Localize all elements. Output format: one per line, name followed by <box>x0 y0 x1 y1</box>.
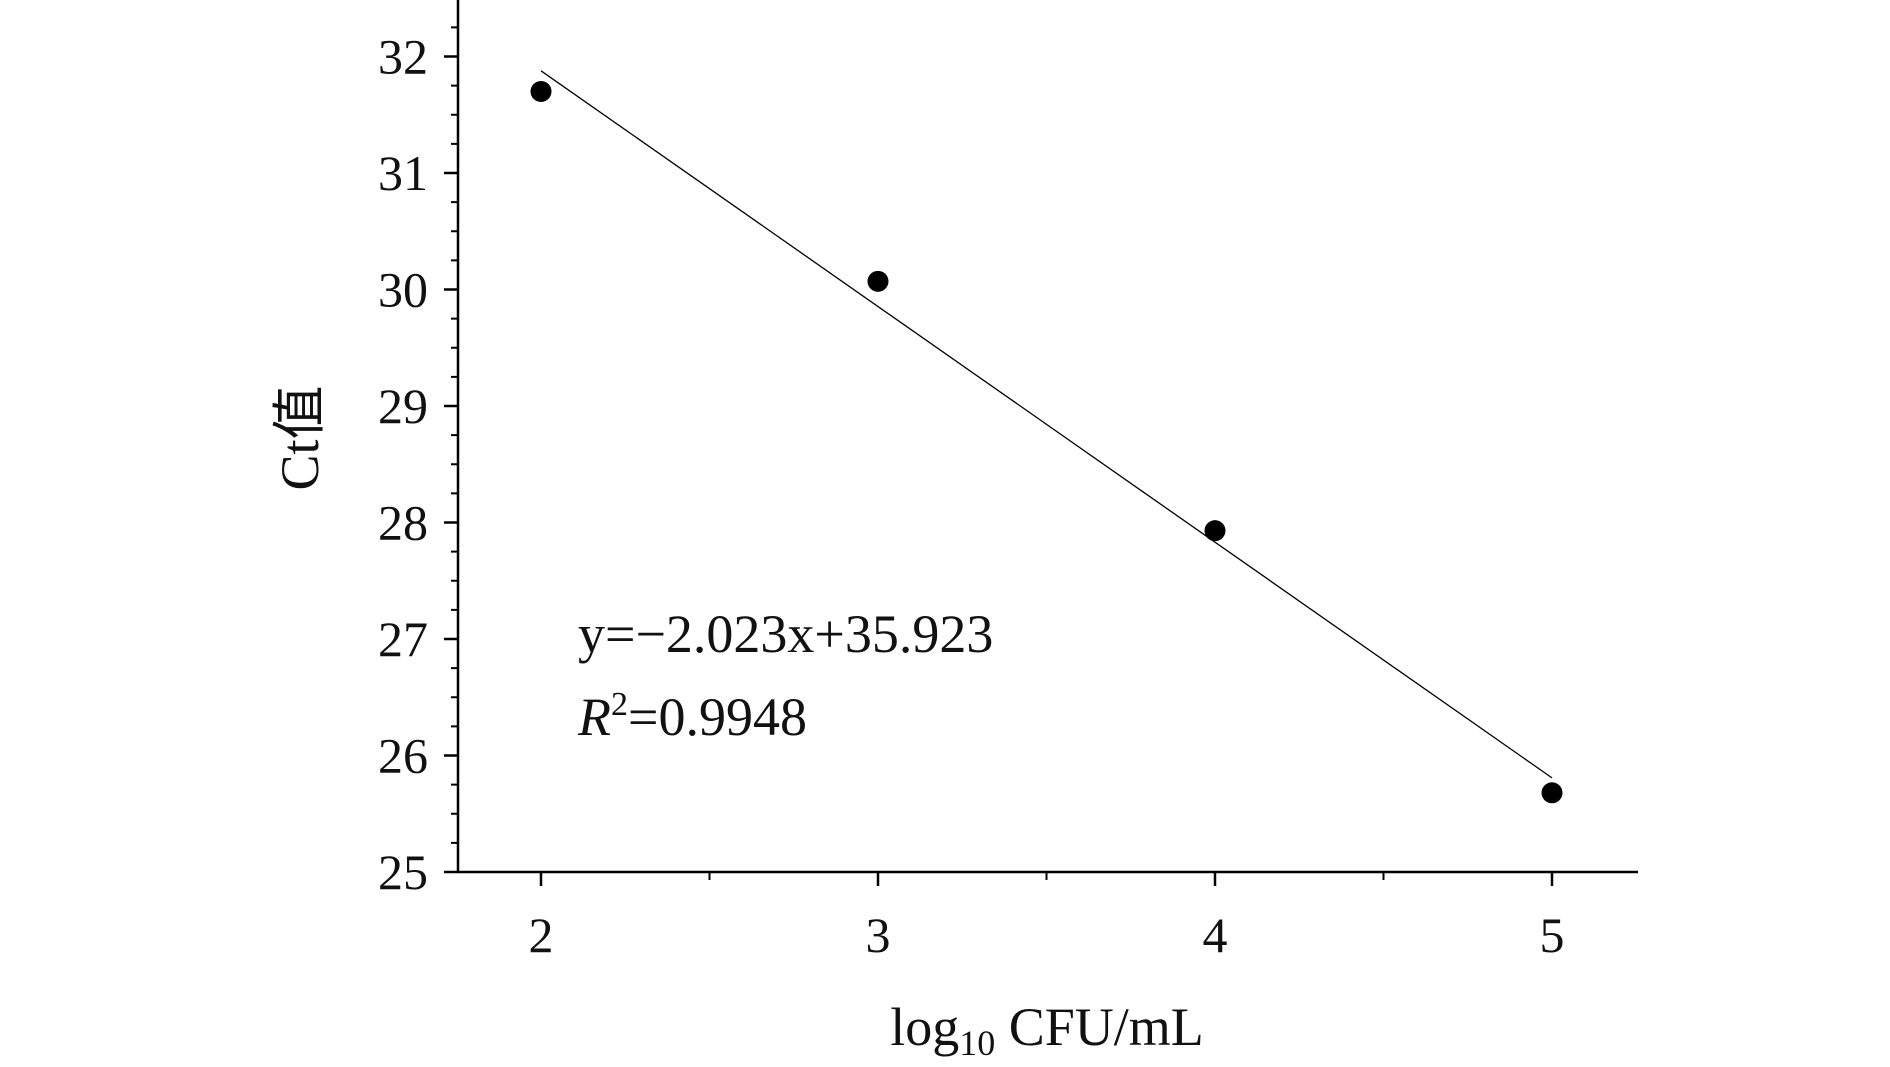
x-tick-label: 2 <box>529 907 554 963</box>
y-tick-label: 25 <box>378 844 428 900</box>
x-tick-label: 5 <box>1540 907 1565 963</box>
y-tick-label: 27 <box>378 611 428 667</box>
equation-annotation: y=−2.023x+35.923 <box>578 604 993 664</box>
data-point <box>530 80 552 102</box>
r-squared-superscript: 2 <box>611 686 628 723</box>
x-tick-label: 3 <box>866 907 891 963</box>
r-squared-annotation: R2=0.9948 <box>577 686 807 747</box>
y-tick-label: 29 <box>378 378 428 434</box>
x-tick-label: 4 <box>1203 907 1228 963</box>
y-tick-label: 26 <box>378 728 428 784</box>
y-tick-label: 28 <box>378 495 428 551</box>
data-points <box>530 80 1563 804</box>
data-point <box>867 270 889 292</box>
trendline-group <box>540 70 1553 779</box>
y-tick-label: 31 <box>378 145 428 201</box>
data-point <box>1204 520 1226 542</box>
x-axis-title-subscript: 10 <box>959 1023 995 1063</box>
x-axis-title: log10 CFU/mL <box>890 997 1204 1063</box>
trendline <box>540 70 1553 779</box>
data-point <box>1541 782 1563 804</box>
y-tick-label: 32 <box>378 29 428 85</box>
ticks: 25 26 27 28 29 30 31 32 2 3 4 5 <box>378 26 1565 963</box>
y-tick-label: 30 <box>378 262 428 318</box>
y-axis-title: Ct值 <box>270 385 330 490</box>
